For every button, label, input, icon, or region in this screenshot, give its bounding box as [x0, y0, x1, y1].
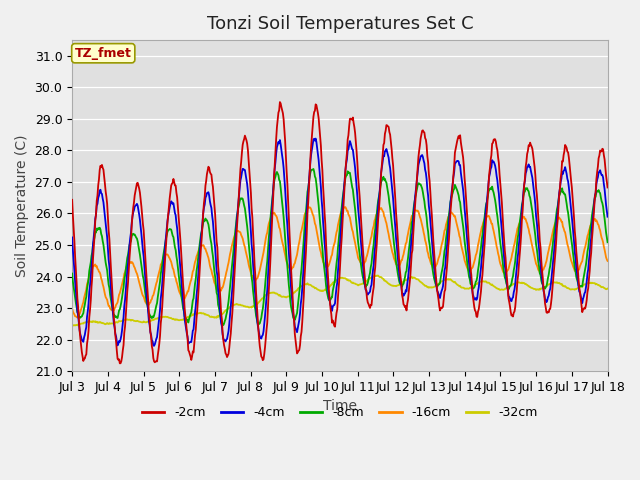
X-axis label: Time: Time	[323, 399, 357, 413]
Y-axis label: Soil Temperature (C): Soil Temperature (C)	[15, 134, 29, 277]
Text: TZ_fmet: TZ_fmet	[75, 47, 132, 60]
Legend: -2cm, -4cm, -8cm, -16cm, -32cm: -2cm, -4cm, -8cm, -16cm, -32cm	[137, 401, 543, 424]
Title: Tonzi Soil Temperatures Set C: Tonzi Soil Temperatures Set C	[207, 15, 473, 33]
